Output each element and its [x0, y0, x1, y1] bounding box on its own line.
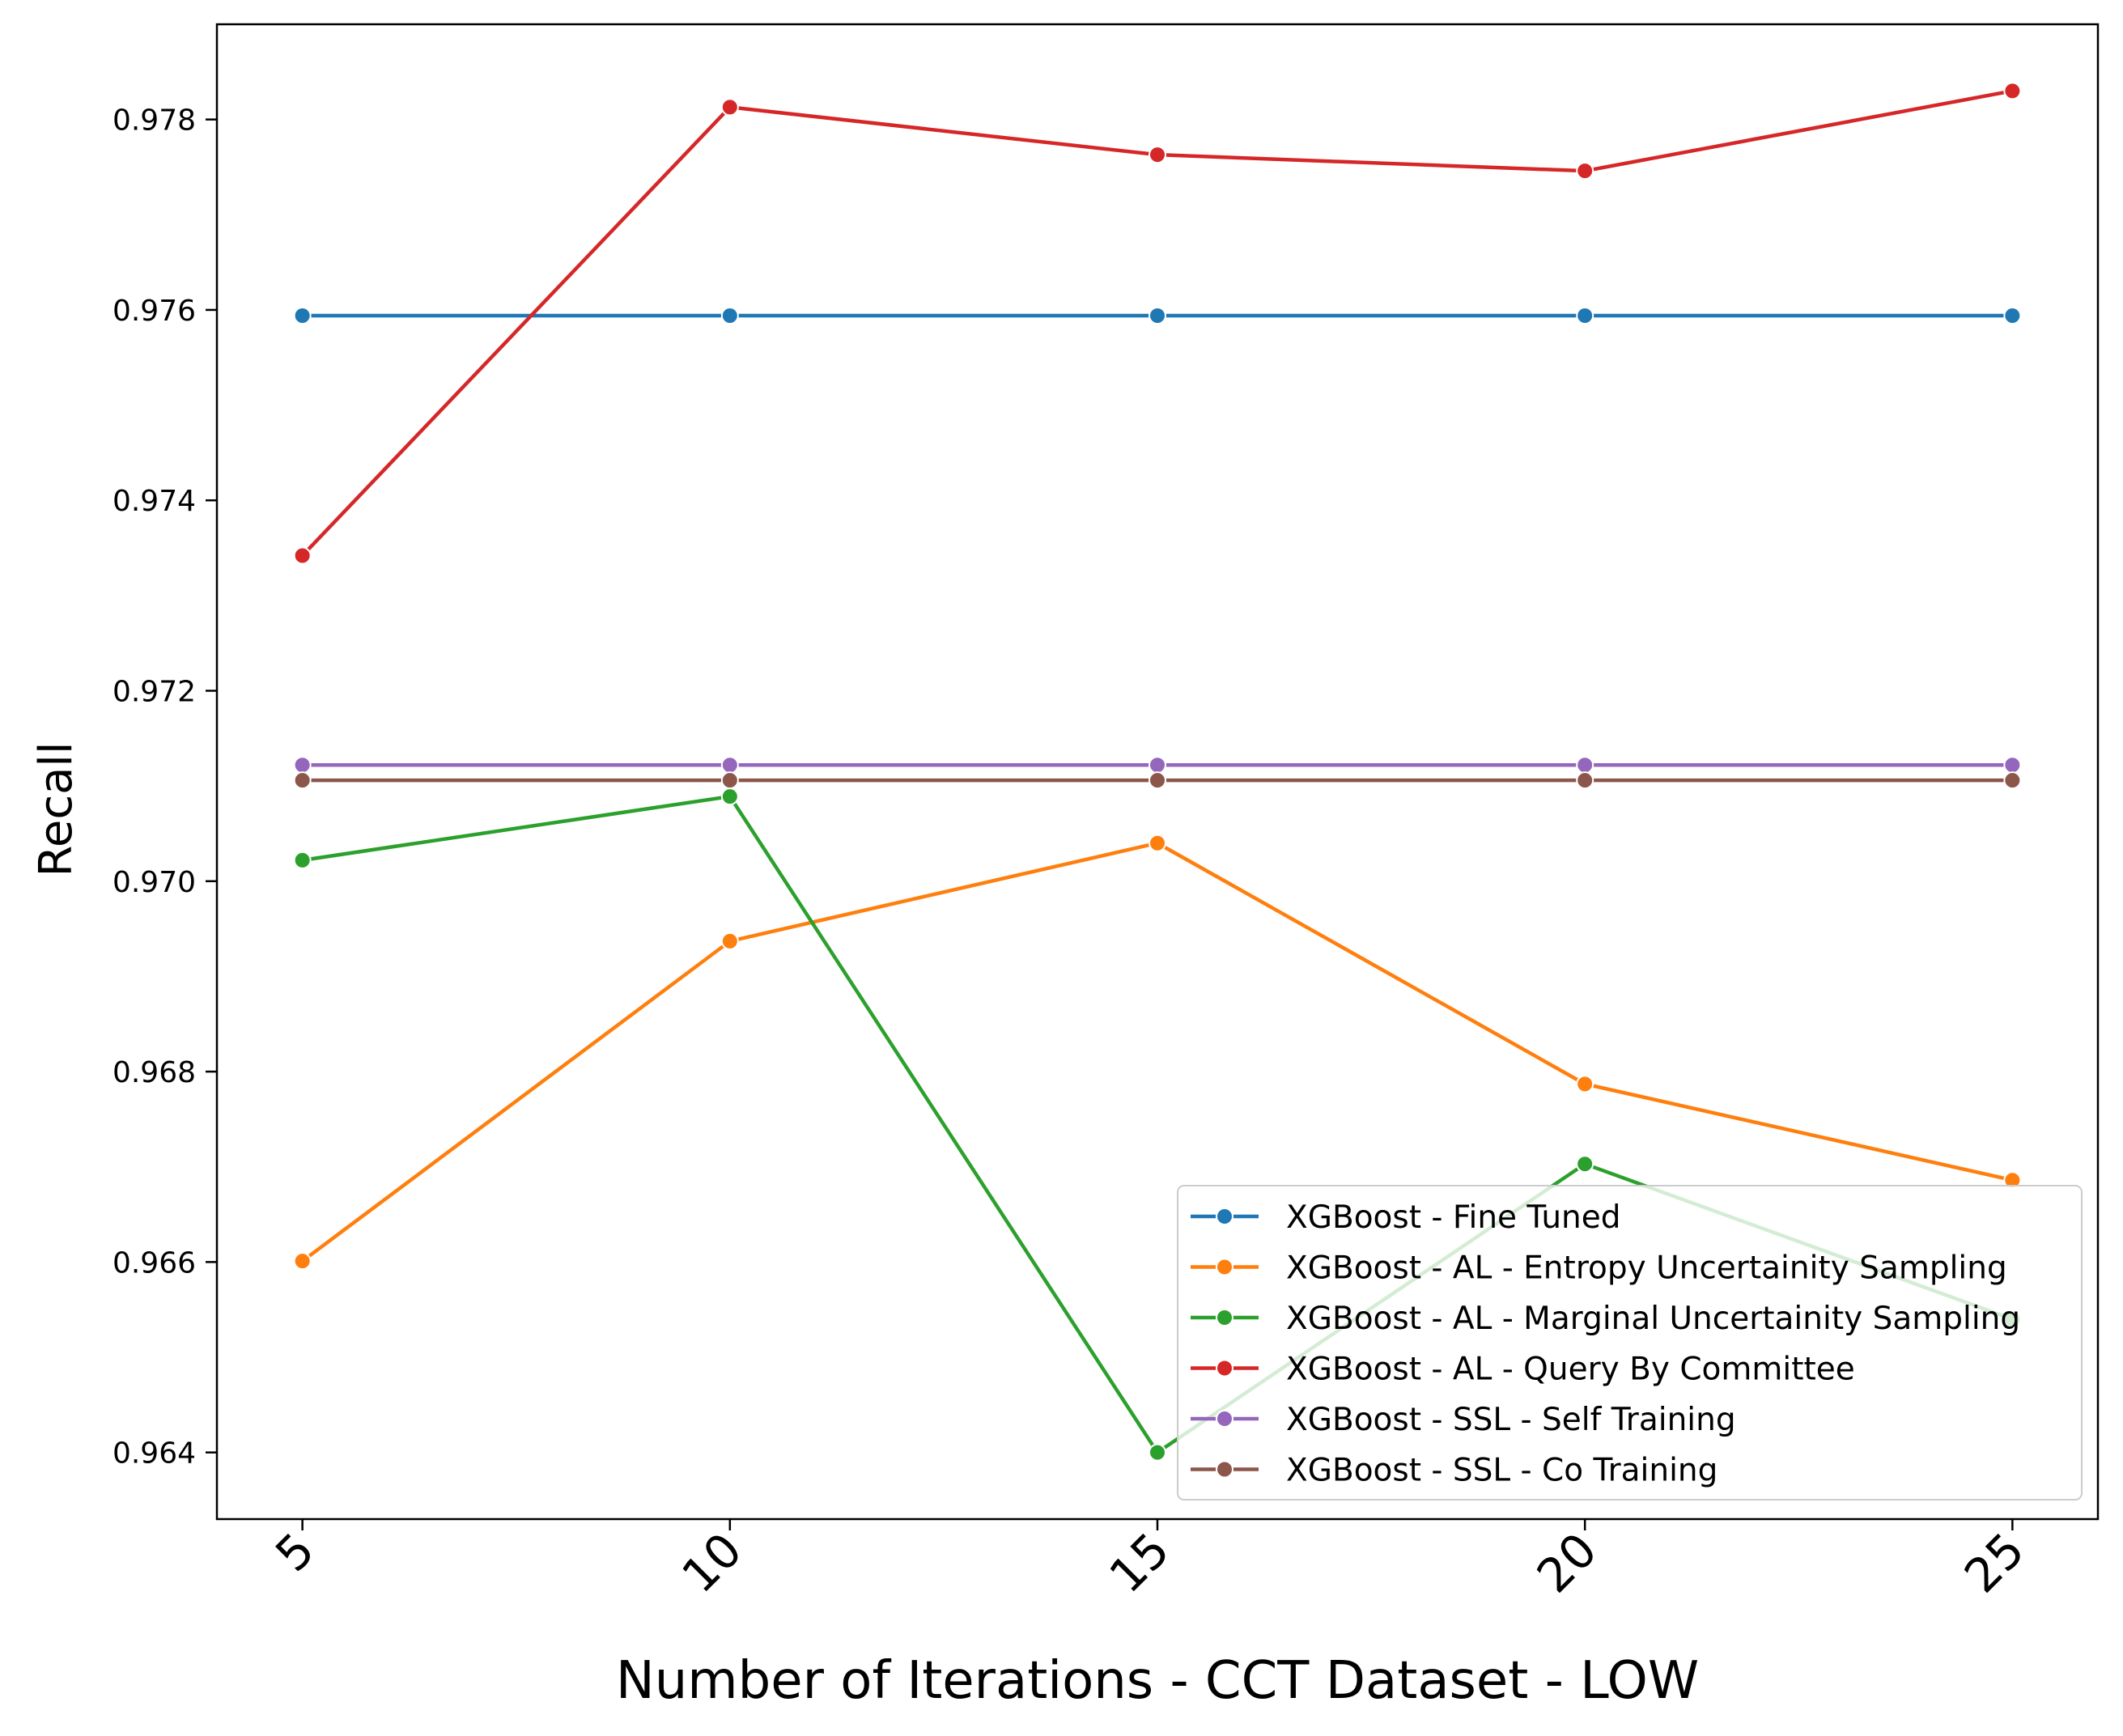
data-point: [2003, 771, 2022, 790]
legend-item: XGBoost - SSL - Co Training: [1191, 1453, 1718, 1489]
legend-label: XGBoost - SSL - Co Training: [1286, 1453, 1718, 1489]
legend-label: XGBoost - AL - Query By Committee: [1286, 1352, 1855, 1388]
y-tick-label: 0.964: [113, 1437, 196, 1471]
data-point: [1576, 771, 1594, 790]
legend-box: [1177, 1185, 2083, 1500]
data-point: [1149, 1443, 1166, 1462]
data-point: [293, 756, 312, 775]
data-point: [2003, 82, 2022, 100]
data-point: [1576, 1075, 1594, 1093]
data-point: [1576, 162, 1594, 180]
data-point: [1149, 834, 1166, 852]
y-tick-label: 0.970: [113, 866, 196, 899]
data-point: [720, 932, 739, 950]
data-point: [720, 771, 739, 790]
data-point: [1149, 771, 1166, 790]
legend-swatch-marker: [1216, 1460, 1233, 1479]
data-point: [720, 787, 739, 806]
legend-swatch-marker: [1216, 1309, 1233, 1326]
y-tick-label: 0.972: [113, 676, 196, 709]
data-point: [1149, 146, 1166, 164]
legend-item: XGBoost - AL - Query By Committee: [1191, 1352, 1855, 1388]
legend-swatch-marker: [1216, 1410, 1233, 1428]
legend-item: XGBoost - Fine Tuned: [1191, 1199, 1621, 1236]
data-point: [720, 306, 739, 325]
legend-label: XGBoost - SSL - Self Training: [1286, 1402, 1736, 1438]
y-tick-label: 0.966: [113, 1246, 196, 1280]
y-axis-label: Recall: [30, 741, 83, 876]
data-point: [293, 1252, 312, 1271]
y-tick-label: 0.974: [113, 485, 196, 518]
legend-item: XGBoost - AL - Entropy Uncertainity Samp…: [1191, 1250, 2007, 1287]
data-point: [293, 851, 312, 869]
data-point: [720, 756, 739, 775]
data-point: [1576, 306, 1594, 325]
data-point: [1149, 756, 1166, 775]
data-point: [1149, 306, 1166, 325]
data-point: [293, 546, 312, 565]
y-tick-label: 0.968: [113, 1056, 196, 1089]
data-point: [1576, 1155, 1594, 1174]
legend-label: XGBoost - AL - Entropy Uncertainity Samp…: [1286, 1250, 2007, 1287]
data-point: [1576, 756, 1594, 775]
y-tick-label: 0.978: [113, 104, 196, 138]
legend-swatch-marker: [1216, 1208, 1233, 1225]
legend-label: XGBoost - AL - Marginal Uncertainity Sam…: [1286, 1301, 2020, 1337]
y-axis-ticks: 0.964 0.966 0.968 0.970 0.972 0.974 0.976 0.978: [113, 104, 217, 1471]
x-axis-label: Number of Iterations - CCT Dataset - LOW: [616, 1651, 1699, 1711]
legend: XGBoost - Fine Tuned XGBoost - AL - Entro…: [1177, 1185, 2083, 1500]
legend-item: XGBoost - SSL - Self Training: [1191, 1402, 1736, 1438]
data-point: [293, 306, 312, 325]
data-point: [2003, 306, 2022, 325]
data-point: [293, 771, 312, 790]
legend-label: XGBoost - Fine Tuned: [1286, 1199, 1621, 1236]
legend-swatch-marker: [1216, 1359, 1233, 1377]
legend-swatch-marker: [1216, 1258, 1233, 1276]
legend-item: XGBoost - AL - Marginal Uncertainity Sam…: [1191, 1301, 2020, 1337]
data-point: [2003, 756, 2022, 775]
data-point: [720, 98, 739, 117]
y-tick-label: 0.976: [113, 295, 196, 328]
